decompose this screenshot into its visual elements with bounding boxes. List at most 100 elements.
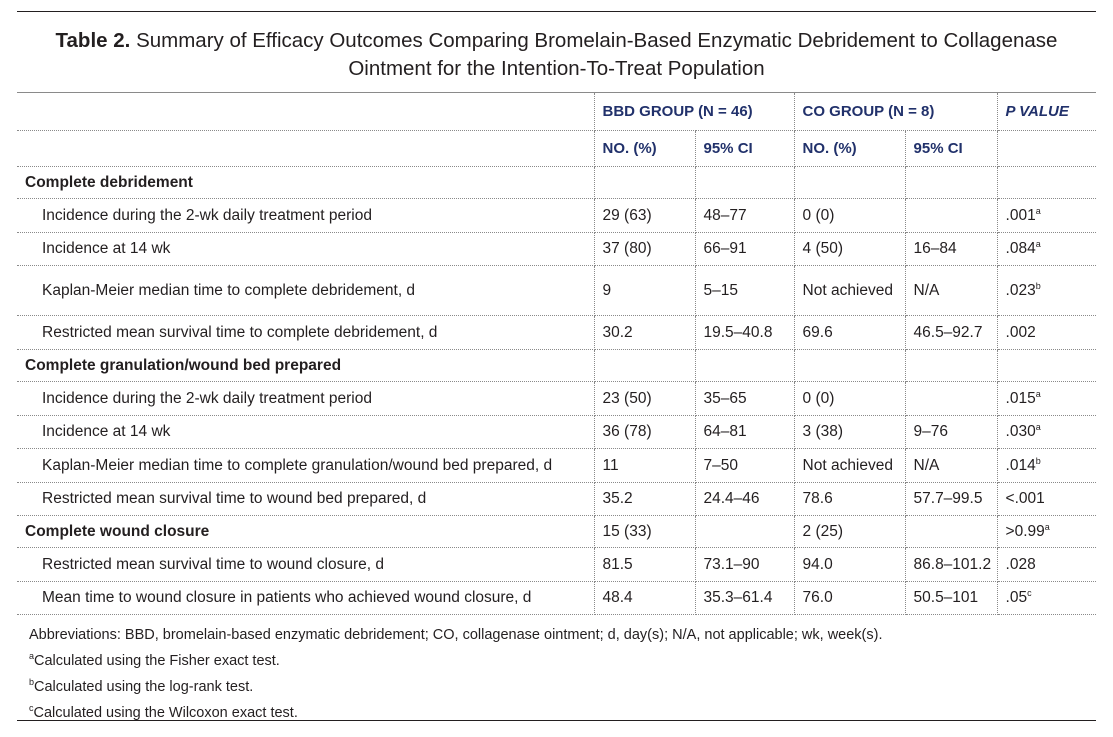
bbd-ci-cell: 66–91 <box>694 232 795 266</box>
footnote-c-mark: c <box>29 702 34 713</box>
co-ci-cell <box>904 198 998 233</box>
table-row: Restricted mean survival time to complet… <box>17 315 1097 350</box>
p-footnote-mark: b <box>1035 280 1041 291</box>
table-row: Kaplan-Meier median time to complete deb… <box>17 265 1097 316</box>
header-bbd-no: NO. (%) <box>593 130 696 167</box>
co-no-cell: Not achieved <box>793 265 906 316</box>
header-row-groups: BBD GROUP (N = 46) CO GROUP (N = 8) P VA… <box>17 92 1097 131</box>
p-value: .084 <box>1005 240 1036 257</box>
p-footnote-mark: a <box>1035 238 1041 249</box>
bbd-ci-cell: 48–77 <box>694 198 795 233</box>
p-value: .028 <box>1005 555 1036 573</box>
empty-cell <box>996 349 1097 382</box>
section-label: Complete granulation/wound bed prepared <box>17 349 595 382</box>
efficacy-table: BBD GROUP (N = 46) CO GROUP (N = 8) P VA… <box>17 92 1097 615</box>
p-value: .001 <box>1005 206 1036 224</box>
p-value: <.001 <box>1005 490 1045 507</box>
bbd-no-cell: 37 (80) <box>593 232 696 266</box>
header-p-value: P VALUE <box>996 92 1097 131</box>
bbd-ci-cell: 35.3–61.4 <box>694 581 795 615</box>
co-ci-cell: 9–76 <box>904 415 998 449</box>
co-ci-cell: 46.5–92.7 <box>904 315 998 350</box>
co-no-cell: 4 (50) <box>793 232 906 266</box>
row-label: Incidence during the 2-wk daily treatmen… <box>17 198 595 233</box>
header-blank <box>17 130 595 167</box>
empty-cell <box>593 349 696 382</box>
empty-cell <box>904 166 998 199</box>
footnote-a-mark: a <box>29 651 35 661</box>
row-label: Incidence during the 2-wk daily treatmen… <box>17 381 595 416</box>
p-value: .030 <box>1005 423 1036 440</box>
p-footnote-mark: c <box>1027 587 1032 598</box>
section-row-granulation: Complete granulation/wound bed prepared <box>17 349 1097 382</box>
bbd-no-cell: 30.2 <box>593 315 696 350</box>
top-rule <box>17 11 1096 12</box>
p-value-cell: <.001 <box>996 482 1097 516</box>
bbd-no-cell: 48.4 <box>593 581 696 615</box>
empty-cell <box>694 349 795 382</box>
footnote-b-text: Calculated using the log-rank test. <box>34 678 254 695</box>
empty-cell <box>793 349 906 382</box>
header-co-ci: 95% CI <box>904 130 998 167</box>
footnote-a: aCalculated using the Fisher exact test. <box>29 646 882 672</box>
p-value-cell: .084a <box>996 232 1097 266</box>
co-no-cell: 94.0 <box>793 547 906 582</box>
footnote-c-text: Calculated using the Wilcoxon exact test… <box>33 704 298 721</box>
header-co-no: NO. (%) <box>793 130 906 167</box>
table-row: Kaplan-Meier median time to complete gra… <box>17 448 1097 483</box>
row-label: Incidence at 14 wk <box>17 232 595 266</box>
empty-cell <box>996 166 1097 199</box>
bottom-rule <box>17 720 1096 721</box>
p-value-cell: .05c <box>996 581 1097 615</box>
bbd-no-cell: 35.2 <box>593 482 696 516</box>
bbd-ci-cell: 64–81 <box>694 415 795 449</box>
table-row: Restricted mean survival time to wound b… <box>17 482 1097 516</box>
p-value: >0.99 <box>1005 522 1045 540</box>
co-no-cell: 0 (0) <box>793 198 906 233</box>
co-no-cell: Not achieved <box>793 448 906 483</box>
bbd-ci-cell: 24.4–46 <box>694 482 795 516</box>
co-ci-cell: N/A <box>904 265 998 316</box>
bbd-ci-cell: 5–15 <box>694 265 795 316</box>
bbd-ci-cell: 19.5–40.8 <box>694 315 795 350</box>
p-value-cell: >0.99a <box>996 515 1097 548</box>
bbd-ci-cell: 35–65 <box>694 381 795 416</box>
co-ci-cell <box>904 381 998 416</box>
table-row: Incidence during the 2-wk daily treatmen… <box>17 198 1097 233</box>
co-ci-cell: 50.5–101 <box>904 581 998 615</box>
bbd-ci-cell <box>694 515 795 548</box>
section-label: Complete debridement <box>17 166 595 199</box>
p-footnote-mark: b <box>1035 455 1041 466</box>
table-row: Restricted mean survival time to wound c… <box>17 547 1097 582</box>
co-ci-cell: 86.8–101.2 <box>904 547 998 582</box>
empty-cell <box>593 166 696 199</box>
bbd-ci-cell: 7–50 <box>694 448 795 483</box>
p-footnote-mark: a <box>1035 388 1041 399</box>
table-row: Mean time to wound closure in patients w… <box>17 581 1097 615</box>
table-row: Incidence during the 2-wk daily treatmen… <box>17 381 1097 416</box>
co-no-cell: 0 (0) <box>793 381 906 416</box>
co-no-cell: 2 (25) <box>793 515 906 548</box>
row-label: Restricted mean survival time to complet… <box>17 315 595 350</box>
bbd-no-cell: 23 (50) <box>593 381 696 416</box>
footnote-c: cCalculated using the Wilcoxon exact tes… <box>29 698 882 724</box>
empty-cell <box>904 349 998 382</box>
empty-cell <box>694 166 795 199</box>
p-value: .014 <box>1005 456 1036 474</box>
p-value-cell: .028 <box>996 547 1097 582</box>
co-ci-cell: 57.7–99.5 <box>904 482 998 516</box>
header-p-value-text: P VALUE <box>1005 103 1069 120</box>
section-row-debridement: Complete debridement <box>17 166 1097 199</box>
co-no-cell: 78.6 <box>793 482 906 516</box>
co-ci-cell: 16–84 <box>904 232 998 266</box>
bbd-no-cell: 9 <box>593 265 696 316</box>
table-row: Incidence at 14 wk 37 (80) 66–91 4 (50) … <box>17 232 1097 266</box>
p-value-cell: .030a <box>996 415 1097 449</box>
p-footnote-mark: a <box>1035 205 1041 216</box>
bbd-ci-cell: 73.1–90 <box>694 547 795 582</box>
header-blank <box>17 92 595 131</box>
p-footnote-mark: a <box>1035 421 1041 432</box>
section-label: Complete wound closure <box>17 515 595 548</box>
bbd-no-cell: 29 (63) <box>593 198 696 233</box>
